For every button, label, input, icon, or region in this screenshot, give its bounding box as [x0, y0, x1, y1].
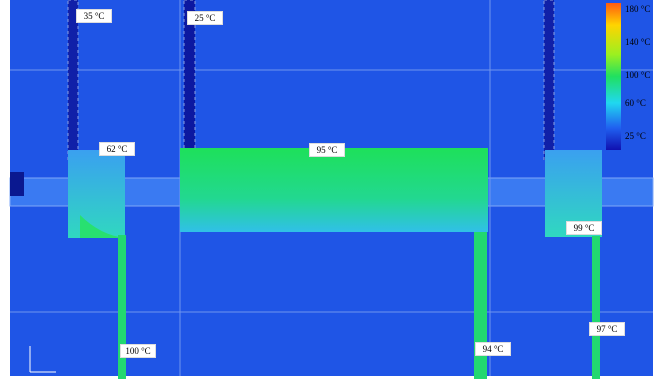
- main-block: [180, 148, 488, 232]
- legend-tick: 60 °C: [625, 98, 646, 108]
- thermal-render: [0, 0, 661, 379]
- temp-label: 100 °C: [120, 344, 156, 358]
- temp-label: 25 °C: [187, 11, 223, 25]
- pillar: [544, 0, 554, 160]
- legend-tick: 140 °C: [625, 37, 650, 47]
- left-block: [68, 150, 125, 238]
- legend-tick: 100 °C: [625, 70, 650, 80]
- pillar: [68, 0, 78, 160]
- temp-label: 95 °C: [309, 143, 345, 157]
- temp-label: 94 °C: [475, 342, 511, 356]
- temp-label: 99 °C: [566, 221, 602, 235]
- legend-tick: 180 °C: [625, 4, 650, 14]
- leg: [592, 236, 600, 379]
- simulation-view: 35 °C 25 °C 62 °C 95 °C 99 °C 97 °C 100 …: [0, 0, 661, 379]
- legend-tick: 25 °C: [625, 131, 646, 141]
- rod-end: [10, 172, 24, 196]
- temp-label: 97 °C: [589, 322, 625, 336]
- colorbar: [606, 3, 621, 150]
- temp-label: 62 °C: [99, 142, 135, 156]
- temp-label: 35 °C: [76, 9, 112, 23]
- leg: [474, 232, 487, 379]
